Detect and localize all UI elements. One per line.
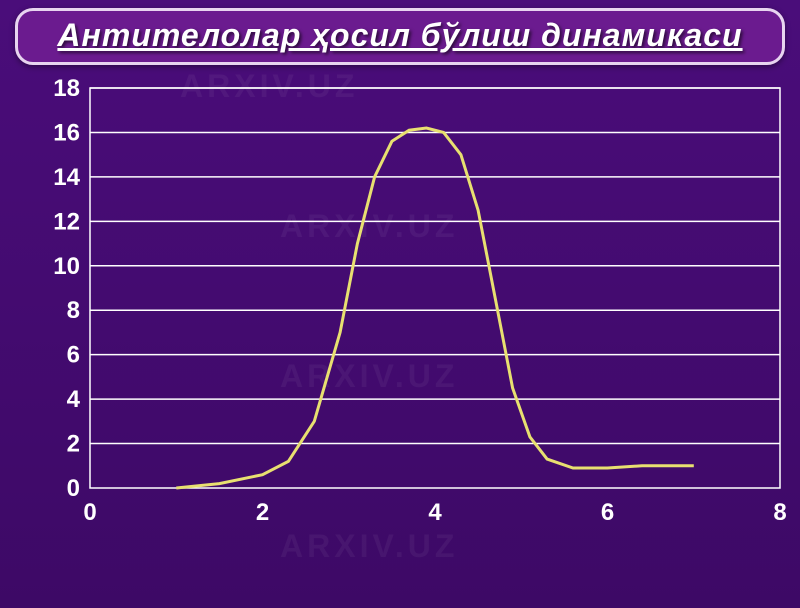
svg-text:10: 10 — [53, 253, 80, 280]
chart-title-box: Антителолар ҳосил бўлиш динамикаси — [15, 8, 785, 65]
chart-title: Антителолар ҳосил бўлиш динамикаси — [57, 17, 742, 53]
svg-text:8: 8 — [67, 297, 80, 324]
svg-text:16: 16 — [53, 119, 80, 146]
svg-text:2: 2 — [67, 431, 80, 458]
svg-text:2: 2 — [256, 499, 269, 526]
svg-text:18: 18 — [53, 78, 80, 102]
svg-text:6: 6 — [67, 342, 80, 369]
svg-text:0: 0 — [83, 499, 96, 526]
svg-text:14: 14 — [53, 164, 80, 191]
chart-svg: 0 2 4 6 8 10 12 14 16 18 0 2 4 6 8 — [30, 78, 790, 548]
line-chart: 0 2 4 6 8 10 12 14 16 18 0 2 4 6 8 — [30, 78, 790, 548]
svg-text:8: 8 — [773, 499, 786, 526]
svg-text:12: 12 — [53, 208, 80, 235]
svg-text:6: 6 — [601, 499, 614, 526]
svg-text:4: 4 — [428, 499, 442, 526]
svg-text:0: 0 — [67, 475, 80, 502]
svg-text:4: 4 — [67, 386, 81, 413]
